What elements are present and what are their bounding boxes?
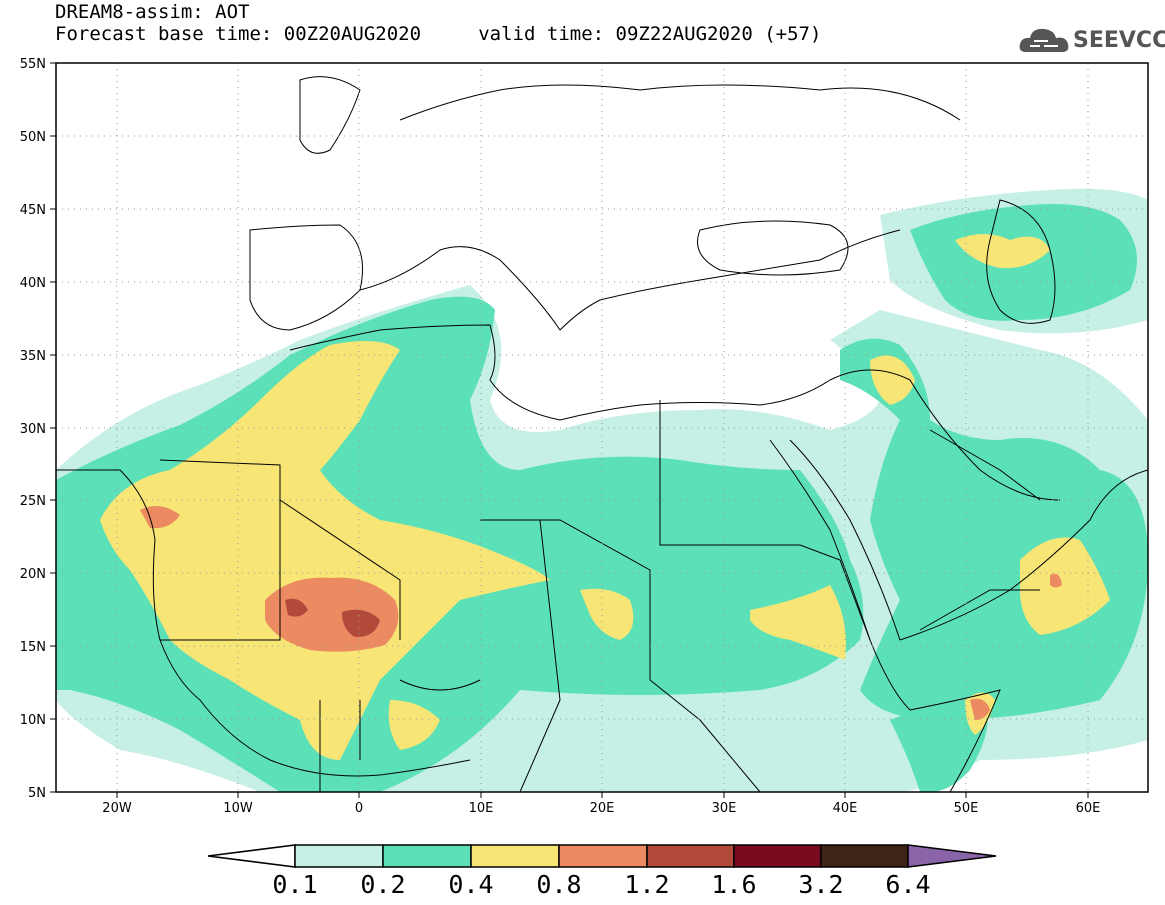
lon-label-10w: 10W bbox=[223, 801, 253, 816]
lat-label-50n: 50N bbox=[20, 130, 46, 145]
lat-label-55n: 55N bbox=[20, 57, 46, 72]
chart-subtitle: Forecast base time: 00Z20AUG2020 valid t… bbox=[55, 23, 822, 45]
colorbar-seg-6 bbox=[733, 844, 822, 868]
lat-label-15n: 15N bbox=[20, 640, 46, 655]
colorbar-seg-3 bbox=[470, 844, 560, 868]
lat-label-35n: 35N bbox=[20, 349, 46, 364]
colorbar-seg-1 bbox=[294, 844, 384, 868]
tick-marks bbox=[50, 62, 1089, 798]
colorbar-seg-4 bbox=[558, 844, 648, 868]
grid-lines bbox=[56, 63, 1148, 792]
lon-label-40e: 40E bbox=[833, 801, 858, 816]
lon-label-60e: 60E bbox=[1076, 801, 1101, 816]
colorbar-label-1.2: 1.2 bbox=[624, 870, 669, 899]
lon-label-20w: 20W bbox=[102, 801, 132, 816]
lat-label-10n: 10N bbox=[20, 713, 46, 728]
colorbar-label-6.4: 6.4 bbox=[885, 870, 930, 899]
colorbar-seg-7 bbox=[820, 844, 909, 868]
lat-label-45n: 45N bbox=[20, 203, 46, 218]
lon-label-50e: 50E bbox=[954, 801, 979, 816]
colorbar-label-0.2: 0.2 bbox=[360, 870, 405, 899]
lat-label-20n: 20N bbox=[20, 567, 46, 582]
lat-label-25n: 25N bbox=[20, 494, 46, 509]
lat-label-5n: 5N bbox=[28, 786, 46, 801]
cloud-icon bbox=[1019, 28, 1069, 52]
colorbar-label-0.8: 0.8 bbox=[536, 870, 581, 899]
colorbar-seg-2 bbox=[382, 844, 472, 868]
lon-labels: 20W 10W 0 10E 20E 30E 40E 50E 60E bbox=[102, 801, 1100, 816]
country-borders bbox=[56, 76, 1148, 792]
lon-label-20e: 20E bbox=[590, 801, 615, 816]
colorbar-label-0.4: 0.4 bbox=[448, 870, 493, 899]
colorbar-label-1.6: 1.6 bbox=[711, 870, 756, 899]
lat-labels: 5N 10N 15N 20N 25N 30N 35N 40N 45N 50N 5… bbox=[20, 57, 46, 801]
colorbar bbox=[207, 844, 997, 868]
lat-label-30n: 30N bbox=[20, 422, 46, 437]
seevccc-logo: SEEVCCC bbox=[1018, 22, 1165, 58]
logo-text: SEEVCCC bbox=[1073, 28, 1165, 53]
chart-title: DREAM8-assim: AOT bbox=[55, 1, 250, 23]
colorbar-labels: 0.1 0.2 0.4 0.8 1.2 1.6 3.2 6.4 bbox=[272, 870, 930, 899]
lon-label-30e: 30E bbox=[712, 801, 737, 816]
colorbar-seg-0 bbox=[207, 844, 296, 868]
colorbar-label-0.1: 0.1 bbox=[272, 870, 317, 899]
colorbar-seg-8 bbox=[907, 844, 997, 868]
lon-label-0: 0 bbox=[355, 801, 363, 816]
colorbar-label-3.2: 3.2 bbox=[798, 870, 843, 899]
lon-label-10e: 10E bbox=[469, 801, 494, 816]
lat-label-40n: 40N bbox=[20, 276, 46, 291]
colorbar-seg-5 bbox=[646, 844, 735, 868]
aot-field-1.2-1.6 bbox=[285, 598, 380, 638]
